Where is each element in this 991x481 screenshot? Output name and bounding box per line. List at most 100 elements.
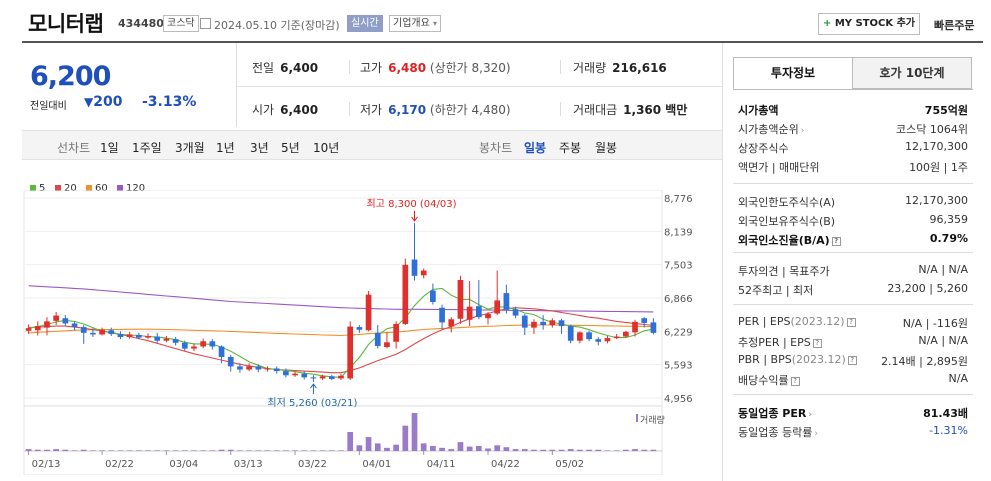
volume-bar	[521, 449, 528, 451]
tab-order-book[interactable]: 호가 10단계	[852, 57, 972, 89]
y-tick-label: 7,503	[664, 261, 693, 272]
candle-body	[595, 339, 602, 342]
info-row[interactable]: PBR | BPS(2023.12)? 2.14배 | 2,895원	[738, 353, 968, 371]
volume-bar	[237, 450, 243, 451]
section-divider	[733, 252, 973, 253]
info-row-label: 외국인보유주식수(B)	[738, 213, 835, 229]
volume-bar	[650, 449, 657, 451]
candle-body	[44, 321, 50, 328]
info-row-value: 755억원	[924, 104, 968, 117]
candle-body	[108, 330, 115, 334]
info-row-label: 추정PER | EPS?	[738, 334, 822, 350]
info-row: 52주최고 | 최저 23,200 | 5,260	[738, 282, 968, 300]
info-row-label: 시가총액	[738, 102, 778, 118]
period-1y[interactable]: 1년	[216, 141, 235, 155]
add-mystock-label: MY STOCK 추가	[834, 18, 916, 29]
period-1w[interactable]: 1주일	[132, 141, 162, 155]
period-10y[interactable]: 10년	[313, 141, 340, 155]
candle-monthly[interactable]: 월봉	[595, 141, 618, 155]
quick-order-link[interactable]: 빠른주문	[934, 19, 975, 32]
legend-label: 5	[39, 183, 46, 194]
quote-amount: 거래대금 1,360 백만	[573, 101, 687, 118]
help-icon[interactable]: ?	[846, 317, 856, 327]
legend-label: 120	[126, 183, 146, 194]
candle-body	[200, 341, 207, 347]
period-3m[interactable]: 3개월	[175, 141, 205, 155]
divider	[349, 102, 350, 116]
candle-body	[365, 294, 372, 331]
volume-bar	[595, 449, 602, 451]
info-row-value: N/A | N/A	[918, 263, 968, 276]
legend-swatch	[86, 185, 92, 191]
info-row[interactable]: 동일업종 등락률 › -1.31%	[738, 424, 968, 442]
candle-body	[641, 318, 648, 323]
volume-bar	[126, 450, 133, 451]
volume-bar	[558, 449, 565, 451]
price-chart[interactable]: 8,776 8,139 7,503 6,866 6,229 5,593 4,956 거래량 02…	[22, 190, 722, 475]
ma5-line	[28, 287, 654, 378]
volume-bar	[44, 449, 50, 451]
candle-body	[319, 376, 326, 379]
volume-bar	[319, 450, 326, 451]
info-row[interactable]: 동일업종 PER › 81.43배	[738, 405, 968, 423]
info-row: 상장주식수 12,170,300	[738, 140, 968, 158]
tab-underline	[733, 89, 973, 90]
candle-body	[145, 336, 151, 338]
info-row-value: 코스닥 1064위	[896, 123, 968, 136]
live-badge[interactable]: 실시간	[347, 15, 383, 32]
x-tick-label: 03/13	[234, 459, 263, 470]
tab-investment-info[interactable]: 투자정보	[733, 57, 853, 89]
info-row-label-text: 배당수익률	[738, 374, 789, 387]
help-icon[interactable]: ?	[831, 236, 841, 246]
market-badge: 코스닥	[163, 15, 199, 32]
candle-body	[209, 341, 216, 347]
candle-body	[356, 327, 363, 330]
volume-bar	[393, 444, 399, 451]
help-icon[interactable]: ?	[812, 338, 822, 348]
info-row-label-text: 52주최고 | 최저	[738, 284, 814, 297]
info-row[interactable]: 외국인소진율(B/A)? 0.79%	[738, 232, 968, 250]
candle-weekly[interactable]: 주봉	[559, 141, 582, 155]
chevron-right-icon[interactable]: ›	[808, 410, 813, 420]
volume-bar	[549, 449, 556, 451]
info-row[interactable]: 추정PER | EPS? N/A | N/A	[738, 334, 968, 352]
price-change: ▼200	[84, 94, 122, 110]
help-icon[interactable]: ?	[847, 355, 857, 365]
info-row[interactable]: PER | EPS(2023.12)? N/A | -116원	[738, 315, 968, 333]
info-row-value: 23,200 | 5,260	[887, 282, 968, 295]
chevron-right-icon[interactable]: ›	[800, 126, 805, 136]
add-mystock-button[interactable]: + MY STOCK 추가	[818, 13, 920, 35]
info-row-label-text: 외국인소진율(B/A)	[738, 234, 830, 247]
period-1d[interactable]: 1일	[100, 141, 119, 155]
candle-body	[227, 356, 234, 367]
candle-body	[292, 373, 298, 376]
ma120-line	[28, 285, 654, 313]
volume-bar	[374, 443, 381, 451]
y-tick-label: 4,956	[664, 394, 693, 405]
volume-bar	[172, 450, 179, 451]
candle-daily[interactable]: 일봉	[524, 141, 547, 155]
volume-bar	[255, 450, 262, 451]
company-overview-dropdown[interactable]: 기업개요 ▾	[389, 15, 442, 32]
volume-bar	[181, 450, 188, 451]
volume-bar	[494, 445, 501, 451]
legend-label: 60	[95, 183, 108, 194]
help-icon[interactable]: ?	[790, 376, 800, 386]
quote-prev: 전일 6,400	[252, 59, 318, 76]
period-3y[interactable]: 3년	[250, 141, 269, 155]
volume-bar	[283, 450, 289, 451]
info-row[interactable]: 배당수익률? N/A	[738, 372, 968, 390]
y-tick-label: 6,229	[664, 327, 693, 338]
chevron-down-icon: ▾	[433, 19, 438, 28]
period-5y[interactable]: 5년	[281, 141, 300, 155]
chevron-right-icon[interactable]: ›	[814, 429, 818, 439]
volume-bar	[604, 450, 611, 451]
candle-body	[650, 322, 657, 333]
legend-swatch	[117, 185, 123, 191]
info-row[interactable]: 시가총액순위 › 코스닥 1064위	[738, 121, 968, 139]
x-tick-label: 03/22	[298, 459, 327, 470]
ma60-line	[28, 324, 654, 337]
price-change-pct: -3.13%	[142, 94, 197, 110]
quote-high-label: 고가	[360, 61, 383, 75]
candle-body	[347, 326, 354, 379]
